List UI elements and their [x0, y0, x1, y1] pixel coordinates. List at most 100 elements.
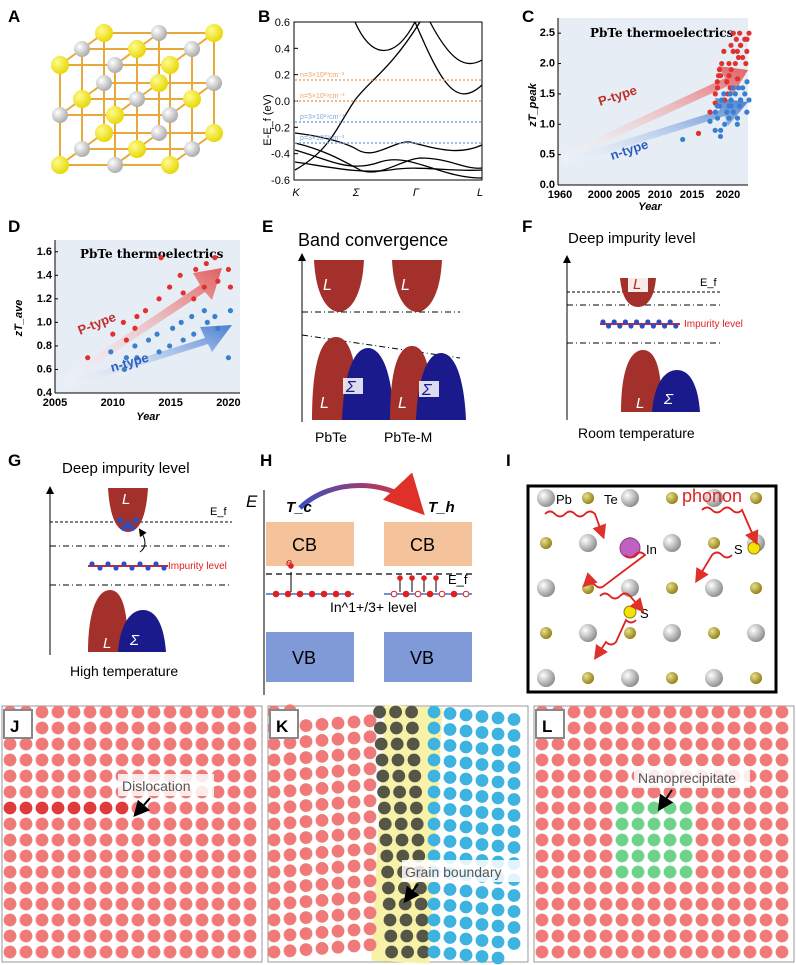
atom — [67, 769, 81, 783]
atom — [83, 801, 97, 815]
atom — [535, 881, 549, 895]
atom — [3, 929, 17, 943]
atom — [379, 833, 393, 847]
atom — [373, 705, 386, 719]
electron — [129, 565, 135, 571]
atom — [427, 785, 441, 799]
atom — [283, 864, 297, 878]
j-annotation: Dislocation — [122, 778, 190, 794]
ptype-point — [714, 79, 720, 85]
atom — [363, 906, 377, 920]
atom — [227, 881, 241, 895]
atom — [35, 897, 49, 911]
atom — [227, 865, 241, 879]
te-atom — [205, 24, 223, 42]
f-impurity-label: Impurity level — [684, 319, 743, 330]
atom — [211, 849, 225, 863]
atom — [83, 817, 97, 831]
atom — [551, 881, 565, 895]
atom — [67, 753, 81, 767]
ptype-point — [735, 54, 742, 61]
atom — [382, 897, 396, 911]
atom — [3, 737, 17, 751]
atom — [243, 913, 257, 927]
ntype-point — [145, 337, 152, 343]
atom — [759, 945, 773, 959]
atom — [331, 876, 345, 890]
ntype-point — [717, 133, 724, 140]
pb-atom — [96, 75, 112, 91]
atom — [179, 897, 193, 911]
level-electron — [438, 590, 446, 598]
atom — [615, 897, 629, 911]
ptype-point — [156, 296, 162, 302]
atom — [115, 849, 129, 863]
ntype-point — [108, 349, 114, 355]
atom — [743, 865, 757, 879]
atom — [363, 890, 377, 904]
atom — [363, 874, 377, 888]
atom — [475, 918, 489, 931]
atom — [35, 801, 49, 815]
atom — [299, 943, 313, 956]
nanoprecipitate-atom — [647, 849, 661, 863]
atom — [711, 897, 725, 911]
atom — [443, 803, 457, 816]
atom — [83, 865, 97, 879]
atom — [583, 945, 597, 959]
atom — [195, 897, 209, 911]
pb-atom — [537, 669, 555, 687]
atom — [695, 753, 709, 767]
atom — [759, 881, 773, 895]
x-tick-label: 2020 — [216, 397, 240, 409]
ntype-point — [134, 355, 140, 361]
atom — [567, 753, 581, 767]
atom — [19, 913, 33, 927]
atom — [459, 932, 473, 946]
atom — [315, 894, 329, 907]
atom — [551, 865, 565, 879]
atom — [392, 769, 406, 783]
atom — [211, 769, 225, 783]
ntype-point — [178, 319, 184, 325]
atom — [427, 801, 441, 815]
atom — [267, 881, 281, 895]
atom — [507, 793, 521, 806]
atom — [491, 791, 505, 805]
atom — [583, 913, 597, 927]
atom — [443, 835, 457, 848]
pb-atom — [705, 579, 723, 597]
atom — [535, 945, 549, 959]
atom — [35, 785, 49, 799]
atom — [775, 785, 789, 799]
atom — [19, 865, 33, 879]
i-te-label: Te — [604, 492, 618, 507]
atom — [631, 705, 645, 719]
atom — [711, 817, 725, 831]
band-lines — [294, 21, 483, 179]
atom — [384, 929, 398, 943]
te-atom — [150, 74, 168, 92]
ptype-point — [737, 30, 743, 36]
ntype-point — [714, 115, 721, 121]
ntype-point — [212, 313, 218, 320]
electron — [113, 565, 119, 571]
atom — [631, 929, 645, 943]
atom — [99, 705, 113, 719]
atom — [647, 737, 661, 751]
atom — [727, 849, 741, 863]
ptype-point — [225, 266, 232, 273]
atom — [583, 753, 597, 767]
e-right-lv-text: L — [398, 395, 407, 412]
g-l-valence — [88, 590, 128, 652]
atom — [663, 913, 677, 927]
atom — [759, 865, 773, 879]
atom — [395, 833, 409, 847]
atom — [775, 817, 789, 831]
atom — [331, 892, 345, 906]
atom — [615, 929, 629, 943]
atom — [459, 884, 473, 898]
atom — [211, 721, 225, 735]
atom — [363, 938, 377, 952]
